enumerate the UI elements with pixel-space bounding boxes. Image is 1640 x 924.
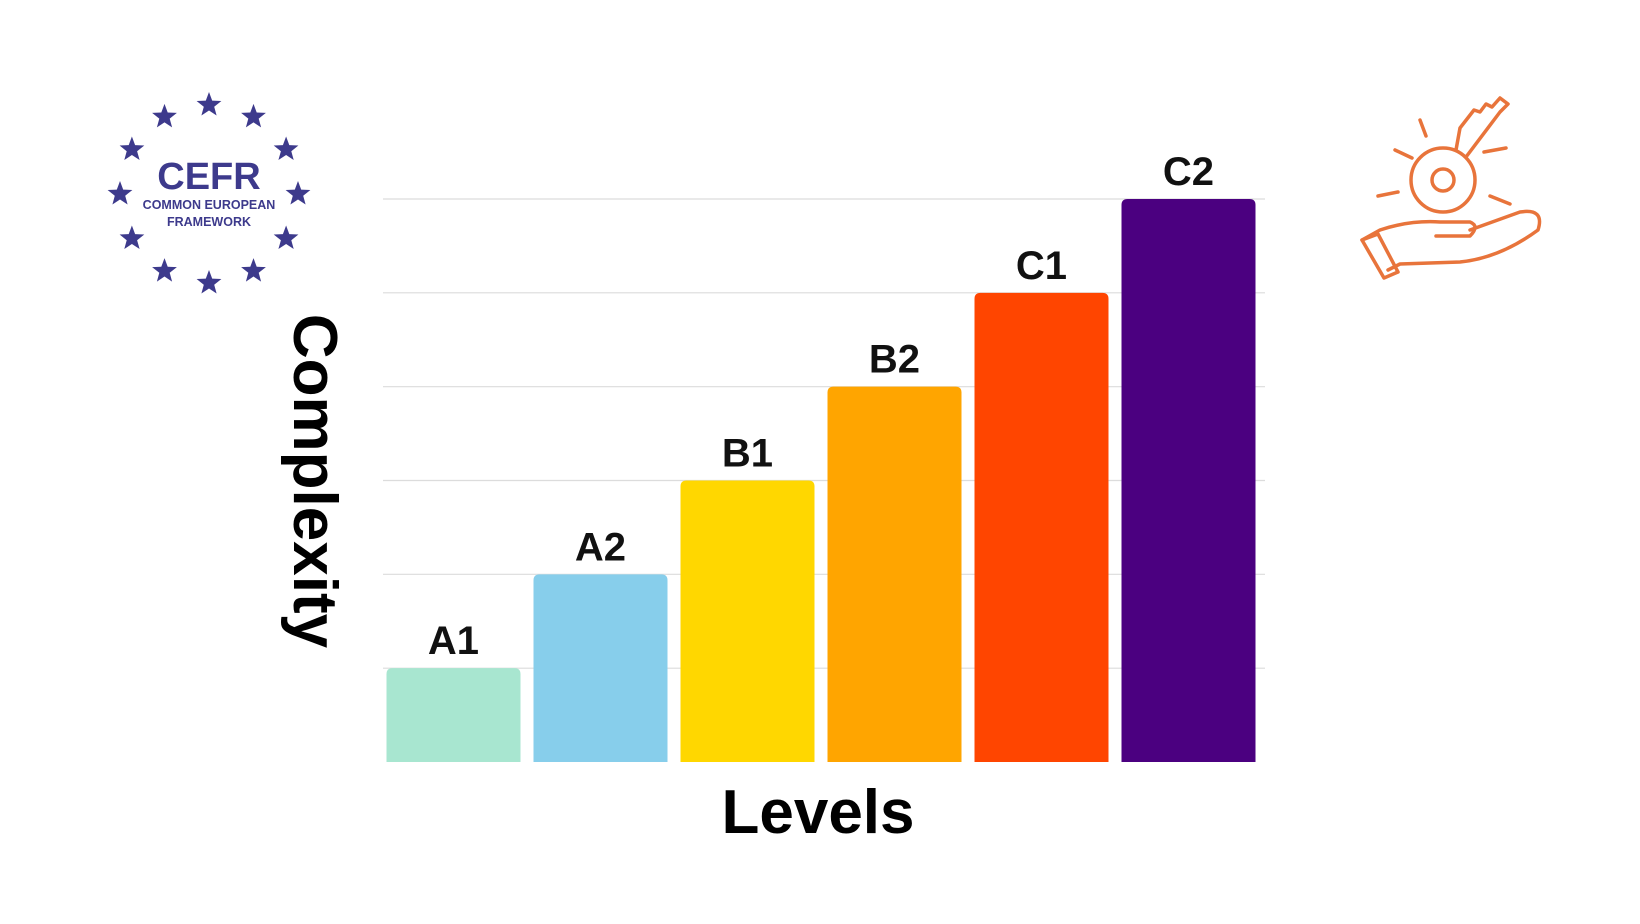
logo-star (285, 181, 311, 205)
category-label: B2 (869, 338, 920, 382)
logo-title: CEFR (157, 156, 260, 198)
bar (1121, 199, 1256, 762)
logo-star (196, 270, 222, 294)
logo-star (119, 225, 145, 249)
category-label: A1 (428, 619, 479, 663)
logo-line: FRAMEWORK (167, 215, 251, 229)
bar (386, 668, 521, 762)
logo-star (241, 103, 266, 128)
logo-star (107, 181, 133, 205)
bar (680, 480, 815, 762)
bar (974, 292, 1109, 762)
category-label: C2 (1163, 150, 1214, 194)
category-label: A2 (575, 525, 626, 569)
logo-line: COMMON EUROPEAN (143, 198, 276, 212)
logo-star (241, 258, 266, 282)
category-label: C1 (1016, 244, 1067, 288)
bar (533, 574, 668, 762)
x-axis-title: Levels (721, 778, 914, 847)
logo-star (196, 92, 222, 116)
logo-star (273, 136, 299, 160)
logo-star (119, 136, 145, 160)
category-label: B1 (722, 432, 773, 476)
logo-star (152, 103, 177, 128)
cefr-logo: CEFR COMMON EUROPEAN FRAMEWORK (107, 92, 311, 294)
key-hand-icon (1360, 96, 1542, 280)
bar (827, 386, 962, 762)
y-axis-title: Complexity (280, 314, 349, 649)
logo-star (152, 258, 177, 282)
logo-star (273, 225, 299, 249)
